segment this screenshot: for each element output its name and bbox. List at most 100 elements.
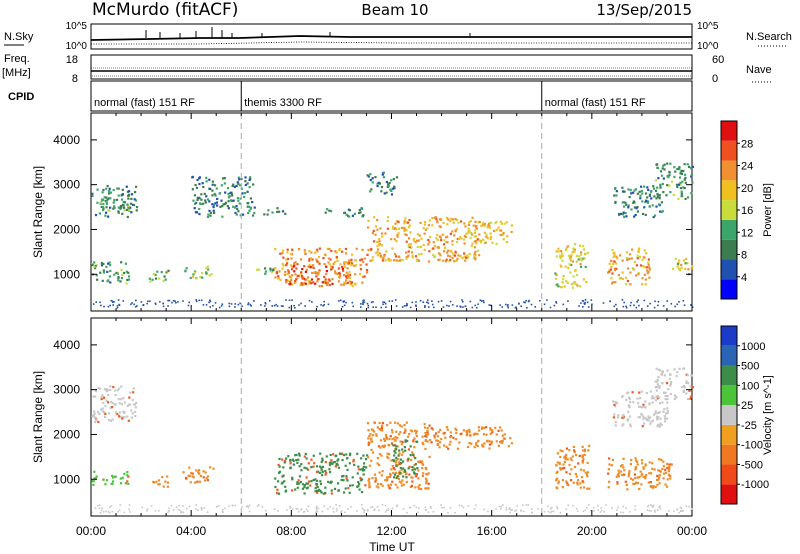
data-cell xyxy=(222,203,225,206)
data-cell xyxy=(152,272,155,276)
data-cell xyxy=(634,508,636,511)
data-cell xyxy=(647,419,650,422)
data-cell xyxy=(632,268,635,271)
data-cell xyxy=(511,304,514,306)
data-cell xyxy=(527,300,530,303)
data-cell xyxy=(636,397,639,400)
data-cell xyxy=(312,478,315,482)
data-cell xyxy=(161,476,164,479)
data-cell xyxy=(650,472,653,475)
data-cell xyxy=(379,256,382,259)
data-cell xyxy=(432,510,435,513)
data-cell xyxy=(679,187,683,190)
data-cell xyxy=(354,264,357,267)
data-cell xyxy=(126,203,129,206)
data-cell xyxy=(260,304,262,306)
data-cell xyxy=(565,471,568,474)
data-cell xyxy=(458,504,461,507)
data-cell xyxy=(451,243,454,246)
data-cell xyxy=(308,249,311,253)
data-cell xyxy=(641,472,644,476)
data-cell xyxy=(684,197,687,201)
data-cell xyxy=(578,255,581,258)
data-cell xyxy=(679,181,682,184)
data-cell xyxy=(497,429,500,432)
data-cell xyxy=(251,214,255,217)
data-cell xyxy=(583,453,586,456)
scatter-region xyxy=(148,269,170,283)
data-cell xyxy=(644,192,648,195)
data-cell xyxy=(305,476,308,479)
data-cell xyxy=(488,447,491,450)
data-cell xyxy=(420,460,423,463)
data-cell xyxy=(132,203,136,207)
data-cell xyxy=(257,504,260,506)
data-cell xyxy=(367,175,370,178)
data-cell xyxy=(114,389,117,392)
data-cell xyxy=(661,167,664,170)
data-cell xyxy=(132,387,135,390)
data-cell xyxy=(383,444,387,447)
data-cell xyxy=(303,455,306,458)
data-cell xyxy=(329,461,332,464)
data-cell xyxy=(426,429,429,432)
data-cell xyxy=(501,439,504,442)
data-cell xyxy=(572,481,575,484)
data-cell xyxy=(678,301,680,303)
data-cell xyxy=(220,305,223,307)
data-cell xyxy=(305,467,308,470)
data-cell xyxy=(617,469,620,472)
scatter-region xyxy=(263,207,287,216)
data-cell xyxy=(411,254,414,257)
data-cell xyxy=(325,272,328,276)
data-cell xyxy=(118,402,121,405)
data-cell xyxy=(452,436,455,439)
data-cell xyxy=(392,259,396,262)
data-cell xyxy=(123,511,126,514)
data-cell xyxy=(102,207,105,210)
data-cell xyxy=(306,468,310,471)
data-cell xyxy=(362,303,364,306)
data-cell xyxy=(376,248,380,251)
data-cell xyxy=(300,508,303,510)
data-cell xyxy=(669,380,673,384)
data-cell xyxy=(193,194,197,197)
data-cell xyxy=(343,265,346,269)
data-cell xyxy=(577,462,580,465)
data-cell xyxy=(369,173,372,176)
data-cell xyxy=(402,507,405,510)
data-cell xyxy=(409,485,412,489)
data-cell xyxy=(486,226,489,229)
data-cell xyxy=(629,510,631,513)
data-cell xyxy=(682,384,686,388)
data-cell xyxy=(303,486,306,489)
data-cell xyxy=(202,470,205,473)
data-cell xyxy=(328,247,331,251)
data-cell xyxy=(247,205,251,208)
data-cell xyxy=(647,263,650,266)
data-cell xyxy=(653,468,656,471)
data-cell xyxy=(612,255,615,259)
data-cell xyxy=(188,505,191,508)
data-cell xyxy=(608,262,611,265)
data-cell xyxy=(367,437,370,440)
data-cell xyxy=(106,401,110,404)
data-cell xyxy=(239,302,241,305)
data-cell xyxy=(162,302,164,305)
data-cell xyxy=(316,250,319,253)
data-cell xyxy=(348,209,352,212)
data-cell xyxy=(382,303,384,306)
colorbar-tick-label: -1000 xyxy=(741,479,769,491)
data-cell xyxy=(515,509,518,511)
data-cell xyxy=(356,485,359,488)
data-cell xyxy=(378,427,381,431)
data-cell xyxy=(300,258,303,261)
data-cell xyxy=(349,452,352,455)
data-cell xyxy=(674,257,677,260)
data-cell xyxy=(633,304,635,307)
data-cell xyxy=(413,446,416,449)
data-cell xyxy=(579,265,583,268)
data-cell xyxy=(188,474,191,477)
data-cell xyxy=(124,482,127,485)
data-cell xyxy=(398,433,401,436)
